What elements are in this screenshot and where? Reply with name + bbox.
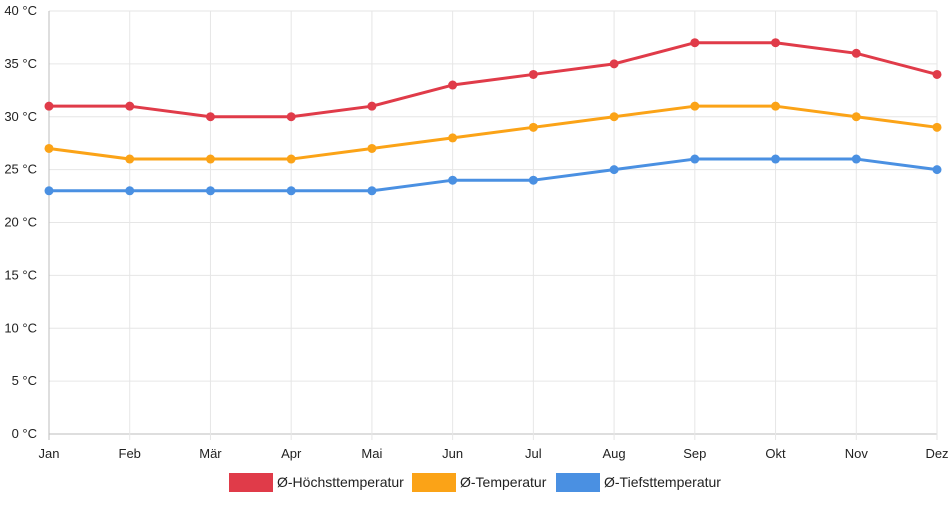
legend-swatch bbox=[229, 473, 273, 492]
y-tick-label: 5 °C bbox=[12, 373, 37, 388]
data-point[interactable] bbox=[367, 101, 377, 111]
x-tick-label: Aug bbox=[603, 446, 626, 461]
x-tick-label: Jan bbox=[39, 446, 60, 461]
series-lines bbox=[44, 38, 942, 196]
data-point[interactable] bbox=[448, 133, 458, 143]
legend-label: Ø-Temperatur bbox=[460, 474, 547, 490]
legend-label: Ø-Tiefsttemperatur bbox=[604, 474, 721, 490]
data-point[interactable] bbox=[690, 38, 700, 48]
data-point[interactable] bbox=[286, 186, 296, 196]
legend-item-1[interactable]: Ø-Höchsttemperatur bbox=[229, 473, 404, 492]
data-point[interactable] bbox=[609, 112, 619, 122]
data-point[interactable] bbox=[44, 186, 54, 196]
data-point[interactable] bbox=[125, 101, 135, 111]
data-point[interactable] bbox=[286, 154, 296, 164]
y-tick-label: 30 °C bbox=[4, 109, 37, 124]
data-point[interactable] bbox=[205, 112, 215, 122]
data-point[interactable] bbox=[448, 175, 458, 185]
y-tick-label: 0 °C bbox=[12, 426, 37, 441]
data-point[interactable] bbox=[286, 112, 296, 122]
data-point[interactable] bbox=[851, 154, 861, 164]
legend-swatch bbox=[556, 473, 600, 492]
data-point[interactable] bbox=[44, 101, 54, 111]
data-point[interactable] bbox=[125, 154, 135, 164]
series-1 bbox=[44, 38, 942, 122]
data-point[interactable] bbox=[528, 122, 538, 132]
series-line bbox=[47, 41, 939, 119]
legend-item-2[interactable]: Ø-Temperatur bbox=[412, 473, 547, 492]
data-point[interactable] bbox=[367, 186, 377, 196]
data-point[interactable] bbox=[690, 154, 700, 164]
data-point[interactable] bbox=[609, 165, 619, 175]
x-tick-label: Feb bbox=[119, 446, 141, 461]
series-line bbox=[47, 157, 939, 193]
x-tick-label: Apr bbox=[281, 446, 302, 461]
legend-label: Ø-Höchsttemperatur bbox=[277, 474, 404, 490]
legend-swatch bbox=[412, 473, 456, 492]
series-line bbox=[47, 104, 939, 161]
grid-lines bbox=[48, 10, 938, 440]
data-point[interactable] bbox=[932, 165, 942, 175]
data-point[interactable] bbox=[690, 101, 700, 111]
data-point[interactable] bbox=[771, 38, 781, 48]
data-point[interactable] bbox=[851, 48, 861, 58]
x-tick-label: Mai bbox=[361, 446, 382, 461]
y-tick-label: 25 °C bbox=[4, 162, 37, 177]
data-point[interactable] bbox=[44, 143, 54, 153]
series-2 bbox=[44, 101, 942, 164]
y-tick-label: 35 °C bbox=[4, 56, 37, 71]
x-tick-label: Nov bbox=[845, 446, 869, 461]
data-point[interactable] bbox=[448, 80, 458, 90]
legend-item-3[interactable]: Ø-Tiefsttemperatur bbox=[556, 473, 721, 492]
data-point[interactable] bbox=[367, 143, 377, 153]
data-point[interactable] bbox=[125, 186, 135, 196]
data-point[interactable] bbox=[609, 59, 619, 69]
data-point[interactable] bbox=[528, 69, 538, 79]
data-point[interactable] bbox=[932, 122, 942, 132]
series-3 bbox=[44, 154, 942, 196]
x-tick-label: Mär bbox=[199, 446, 222, 461]
y-tick-label: 40 °C bbox=[4, 3, 37, 18]
y-tick-label: 20 °C bbox=[4, 215, 37, 230]
y-tick-label: 15 °C bbox=[4, 267, 37, 282]
x-tick-label: Jul bbox=[525, 446, 542, 461]
y-tick-label: 10 °C bbox=[4, 320, 37, 335]
x-tick-label: Okt bbox=[765, 446, 786, 461]
x-tick-label: Sep bbox=[683, 446, 706, 461]
data-point[interactable] bbox=[771, 154, 781, 164]
data-point[interactable] bbox=[528, 175, 538, 185]
data-point[interactable] bbox=[205, 186, 215, 196]
data-point[interactable] bbox=[771, 101, 781, 111]
data-point[interactable] bbox=[932, 69, 942, 79]
data-point[interactable] bbox=[851, 112, 861, 122]
x-tick-label: Dez bbox=[925, 446, 948, 461]
x-tick-label: Jun bbox=[442, 446, 463, 461]
data-point[interactable] bbox=[205, 154, 215, 164]
axes: 0 °C 5 °C 10 °C 15 °C 20 °C 25 °C 30 °C 35 °C 40… bbox=[4, 3, 948, 461]
legend[interactable]: Ø-Höchsttemperatur Ø-Temperatur Ø-Tiefstte… bbox=[229, 473, 721, 492]
